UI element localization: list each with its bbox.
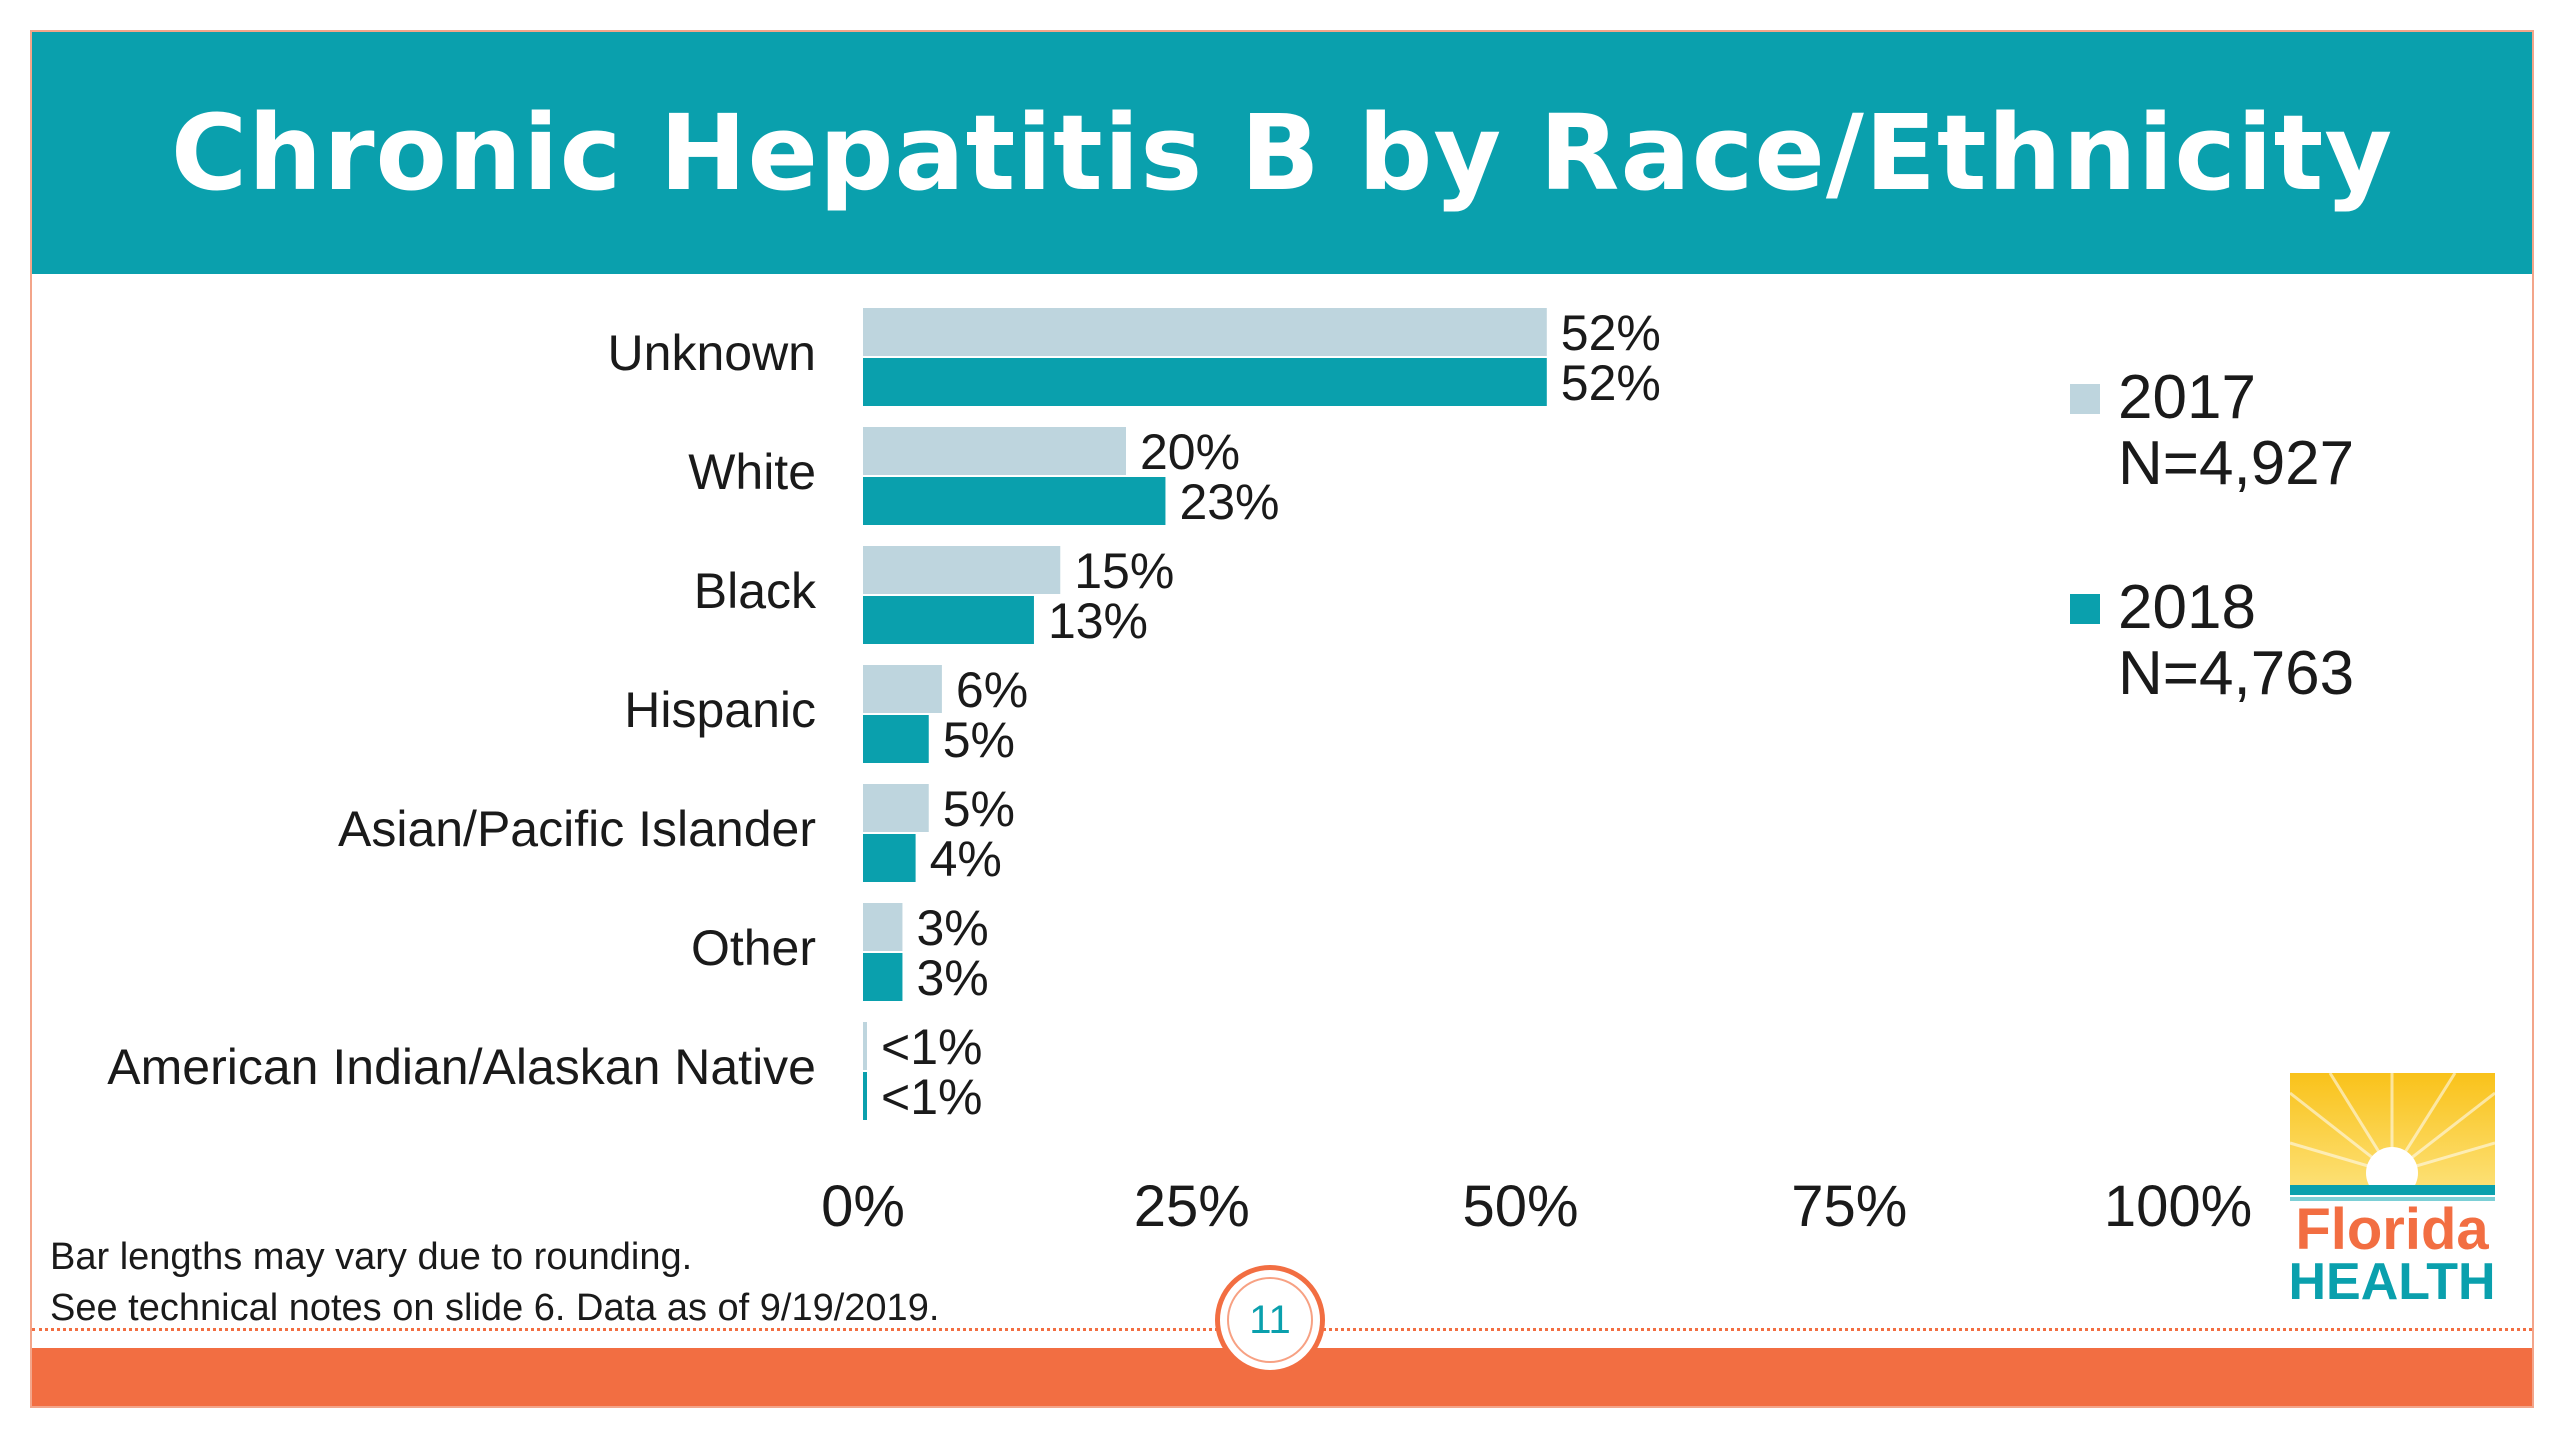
bar-2017 — [863, 784, 929, 832]
category-label: Unknown — [608, 325, 816, 381]
bar-2018 — [863, 358, 1547, 406]
bar-2018 — [863, 477, 1166, 525]
x-tick-label: 0% — [821, 1174, 905, 1239]
legend-label-2017: 2017 — [2118, 363, 2256, 432]
category-label: Black — [694, 563, 817, 619]
legend-swatch-2017 — [2070, 384, 2100, 414]
x-tick-label: 50% — [1462, 1174, 1578, 1239]
bar-2017 — [863, 1022, 867, 1070]
category-label: Other — [691, 920, 816, 976]
category-label: White — [688, 444, 816, 500]
category-label: Hispanic — [624, 682, 816, 738]
data-label-2017: 52% — [1561, 305, 1661, 361]
x-tick-label: 25% — [1134, 1174, 1250, 1239]
legend-note-2018: N=4,763 — [2118, 639, 2354, 708]
category-label: Asian/Pacific Islander — [338, 801, 816, 857]
data-label-2018: <1% — [881, 1069, 982, 1125]
logo-word-health: HEALTH — [2290, 1253, 2495, 1303]
legend-swatch-2018 — [2070, 594, 2100, 624]
data-label-2017: <1% — [881, 1019, 982, 1075]
data-label-2017: 15% — [1074, 543, 1174, 599]
x-tick-label: 100% — [2104, 1174, 2252, 1239]
data-label-2017: 3% — [916, 900, 988, 956]
title-bar: Chronic Hepatitis B by Race/Ethnicity — [32, 32, 2532, 274]
data-label-2017: 20% — [1140, 424, 1240, 480]
category-label: American Indian/Alaskan Native — [107, 1039, 816, 1095]
data-label-2017: 5% — [943, 781, 1015, 837]
bar-2017 — [863, 546, 1061, 594]
bar-2017 — [863, 665, 942, 713]
slide-title: Chronic Hepatitis B by Race/Ethnicity — [170, 92, 2394, 214]
bar-2018 — [863, 596, 1034, 644]
bar-2018 — [863, 1072, 867, 1120]
legend-note-2017: N=4,927 — [2118, 429, 2354, 498]
bar-2017 — [863, 308, 1547, 356]
data-label-2018: 4% — [930, 831, 1002, 887]
legend-label-2018: 2018 — [2118, 573, 2256, 642]
x-tick-label: 75% — [1791, 1174, 1907, 1239]
data-label-2018: 13% — [1048, 593, 1148, 649]
bar-2017 — [863, 427, 1126, 475]
bar-2018 — [863, 953, 903, 1001]
page-number-badge: 11 — [1215, 1265, 1325, 1375]
bar-2017 — [863, 903, 903, 951]
footnote-technical-notes: See technical notes on slide 6. Data as … — [50, 1287, 940, 1329]
data-label-2018: 23% — [1179, 474, 1279, 530]
data-label-2018: 52% — [1561, 355, 1661, 411]
bar-2018 — [863, 834, 916, 882]
data-label-2018: 3% — [916, 950, 988, 1006]
data-label-2017: 6% — [956, 662, 1028, 718]
data-label-2018: 5% — [943, 712, 1015, 768]
bar-2018 — [863, 715, 929, 763]
florida-health-logo: Florida HEALTH — [2290, 1073, 2495, 1303]
page-number: 11 — [1249, 1297, 1291, 1342]
footnote-rounding: Bar lengths may vary due to rounding. — [50, 1236, 693, 1278]
logo-word-florida: Florida — [2295, 1197, 2489, 1262]
